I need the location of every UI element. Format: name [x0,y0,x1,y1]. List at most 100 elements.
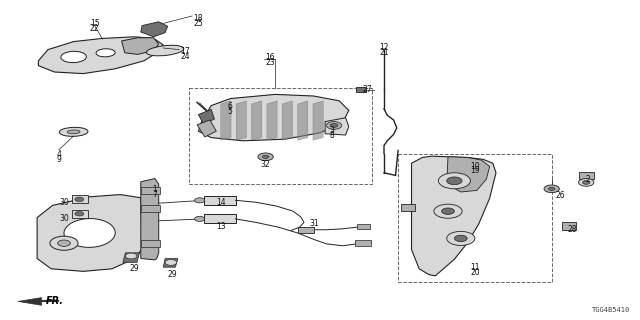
Text: 24: 24 [180,52,190,61]
Circle shape [442,208,454,214]
Circle shape [75,212,84,216]
Bar [357,224,370,229]
Polygon shape [198,94,349,141]
Bar [189,88,372,184]
Bar [72,195,88,203]
Polygon shape [252,101,262,140]
Text: 11: 11 [470,263,479,272]
Bar [72,210,88,218]
Text: 30: 30 [60,214,69,223]
Polygon shape [123,253,140,262]
Ellipse shape [67,130,80,134]
Polygon shape [356,87,366,92]
Polygon shape [313,101,323,140]
Bar [298,227,314,233]
Polygon shape [447,157,490,192]
Text: 3: 3 [330,126,335,135]
Text: 21: 21 [380,48,388,57]
Text: 32: 32 [260,160,271,169]
Text: 14: 14 [216,198,226,207]
Ellipse shape [61,51,86,63]
Text: 30: 30 [60,198,69,207]
Text: 10: 10 [470,162,480,171]
Circle shape [438,173,470,189]
Circle shape [125,253,137,259]
Polygon shape [141,179,159,260]
Circle shape [75,197,84,202]
Ellipse shape [60,127,88,136]
Ellipse shape [96,49,115,57]
Ellipse shape [64,219,115,247]
Circle shape [326,122,342,129]
Circle shape [258,153,273,161]
Bar [355,240,371,246]
Bar [398,154,552,282]
Bar [401,204,415,211]
Bar [141,187,160,194]
Bar [141,240,160,247]
Text: 9: 9 [56,155,61,164]
Text: 18: 18 [193,14,203,23]
Circle shape [447,177,462,185]
Polygon shape [298,101,308,140]
Polygon shape [325,118,349,135]
Text: 29: 29 [129,264,140,273]
Polygon shape [38,37,163,74]
Polygon shape [412,156,496,276]
Circle shape [447,231,475,245]
Text: FR.: FR. [46,296,64,307]
Text: 4: 4 [56,150,61,159]
Text: 25: 25 [193,19,203,28]
Circle shape [582,180,590,184]
Ellipse shape [147,45,184,56]
Polygon shape [163,259,178,267]
Polygon shape [141,22,168,37]
Circle shape [262,155,269,158]
Text: 13: 13 [216,222,226,231]
Text: 27: 27 [362,85,372,94]
Polygon shape [579,172,594,179]
Text: 28: 28 [568,225,577,234]
Text: 7: 7 [152,190,157,199]
Circle shape [58,240,70,246]
Text: 1: 1 [152,185,157,194]
Text: 17: 17 [180,47,190,56]
Polygon shape [18,298,42,305]
Polygon shape [122,38,159,54]
Circle shape [544,185,559,193]
Text: 20: 20 [470,268,480,277]
Bar [204,214,236,223]
Text: 2: 2 [586,175,590,184]
Circle shape [165,260,177,265]
Bar [141,205,160,212]
Polygon shape [37,195,142,271]
Polygon shape [562,222,576,230]
Polygon shape [197,120,216,137]
Text: 12: 12 [380,43,388,52]
Text: 15: 15 [90,19,100,28]
Text: 29: 29 [168,270,178,279]
Text: 19: 19 [470,166,480,175]
Text: 22: 22 [90,24,99,33]
Circle shape [195,198,205,203]
Text: 6: 6 [228,102,233,111]
Polygon shape [267,101,277,140]
Text: 31: 31 [309,219,319,228]
Circle shape [579,179,594,186]
Circle shape [454,235,467,242]
Circle shape [330,124,338,127]
Polygon shape [221,101,231,140]
Text: TGG4B5410: TGG4B5410 [592,307,630,313]
Polygon shape [236,101,246,140]
Circle shape [50,236,78,250]
Text: 16: 16 [266,53,275,62]
Text: 5: 5 [228,107,233,116]
Circle shape [548,187,555,190]
Text: 8: 8 [330,131,334,140]
Text: 26: 26 [556,191,565,200]
Circle shape [195,216,205,221]
Circle shape [434,204,462,218]
Polygon shape [198,109,214,124]
Bar [204,196,236,205]
Text: 23: 23 [266,58,275,67]
